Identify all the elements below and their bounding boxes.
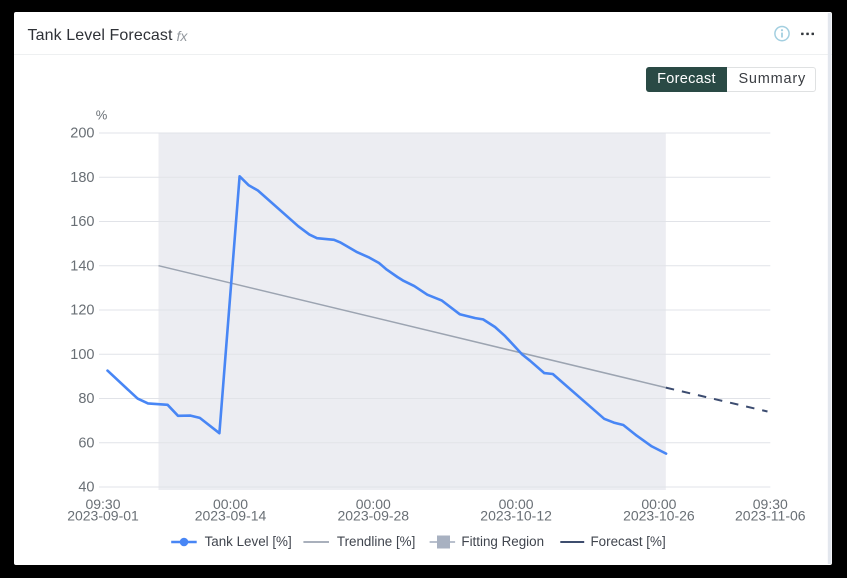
svg-text:60: 60 bbox=[78, 435, 94, 451]
svg-text:200: 200 bbox=[70, 126, 94, 142]
svg-text:2023-10-12: 2023-10-12 bbox=[480, 508, 552, 524]
svg-text:2023-09-14: 2023-09-14 bbox=[195, 508, 267, 524]
svg-text:Trendline [%]: Trendline [%] bbox=[337, 534, 415, 549]
svg-text:Tank Level [%]: Tank Level [%] bbox=[205, 534, 292, 549]
svg-text:00:00: 00:00 bbox=[213, 496, 248, 512]
svg-text:120: 120 bbox=[70, 303, 94, 319]
svg-text:2023-10-26: 2023-10-26 bbox=[623, 508, 695, 524]
svg-text:00:00: 00:00 bbox=[641, 496, 676, 512]
svg-text:140: 140 bbox=[70, 258, 94, 274]
svg-text:160: 160 bbox=[70, 214, 94, 230]
svg-text:09:30: 09:30 bbox=[85, 496, 120, 512]
svg-text:40: 40 bbox=[78, 480, 94, 496]
svg-text:Forecast [%]: Forecast [%] bbox=[591, 534, 666, 549]
svg-text:Fitting Region: Fitting Region bbox=[461, 534, 544, 549]
svg-text:2023-09-01: 2023-09-01 bbox=[67, 508, 139, 524]
svg-text:80: 80 bbox=[78, 391, 94, 407]
svg-text:%: % bbox=[96, 108, 108, 123]
svg-text:180: 180 bbox=[70, 170, 94, 186]
svg-text:09:30: 09:30 bbox=[753, 496, 788, 512]
svg-text:2023-11-06: 2023-11-06 bbox=[735, 508, 806, 524]
svg-text:2023-09-28: 2023-09-28 bbox=[337, 508, 409, 524]
svg-text:00:00: 00:00 bbox=[356, 496, 391, 512]
svg-text:100: 100 bbox=[70, 347, 94, 363]
svg-text:00:00: 00:00 bbox=[499, 496, 534, 512]
